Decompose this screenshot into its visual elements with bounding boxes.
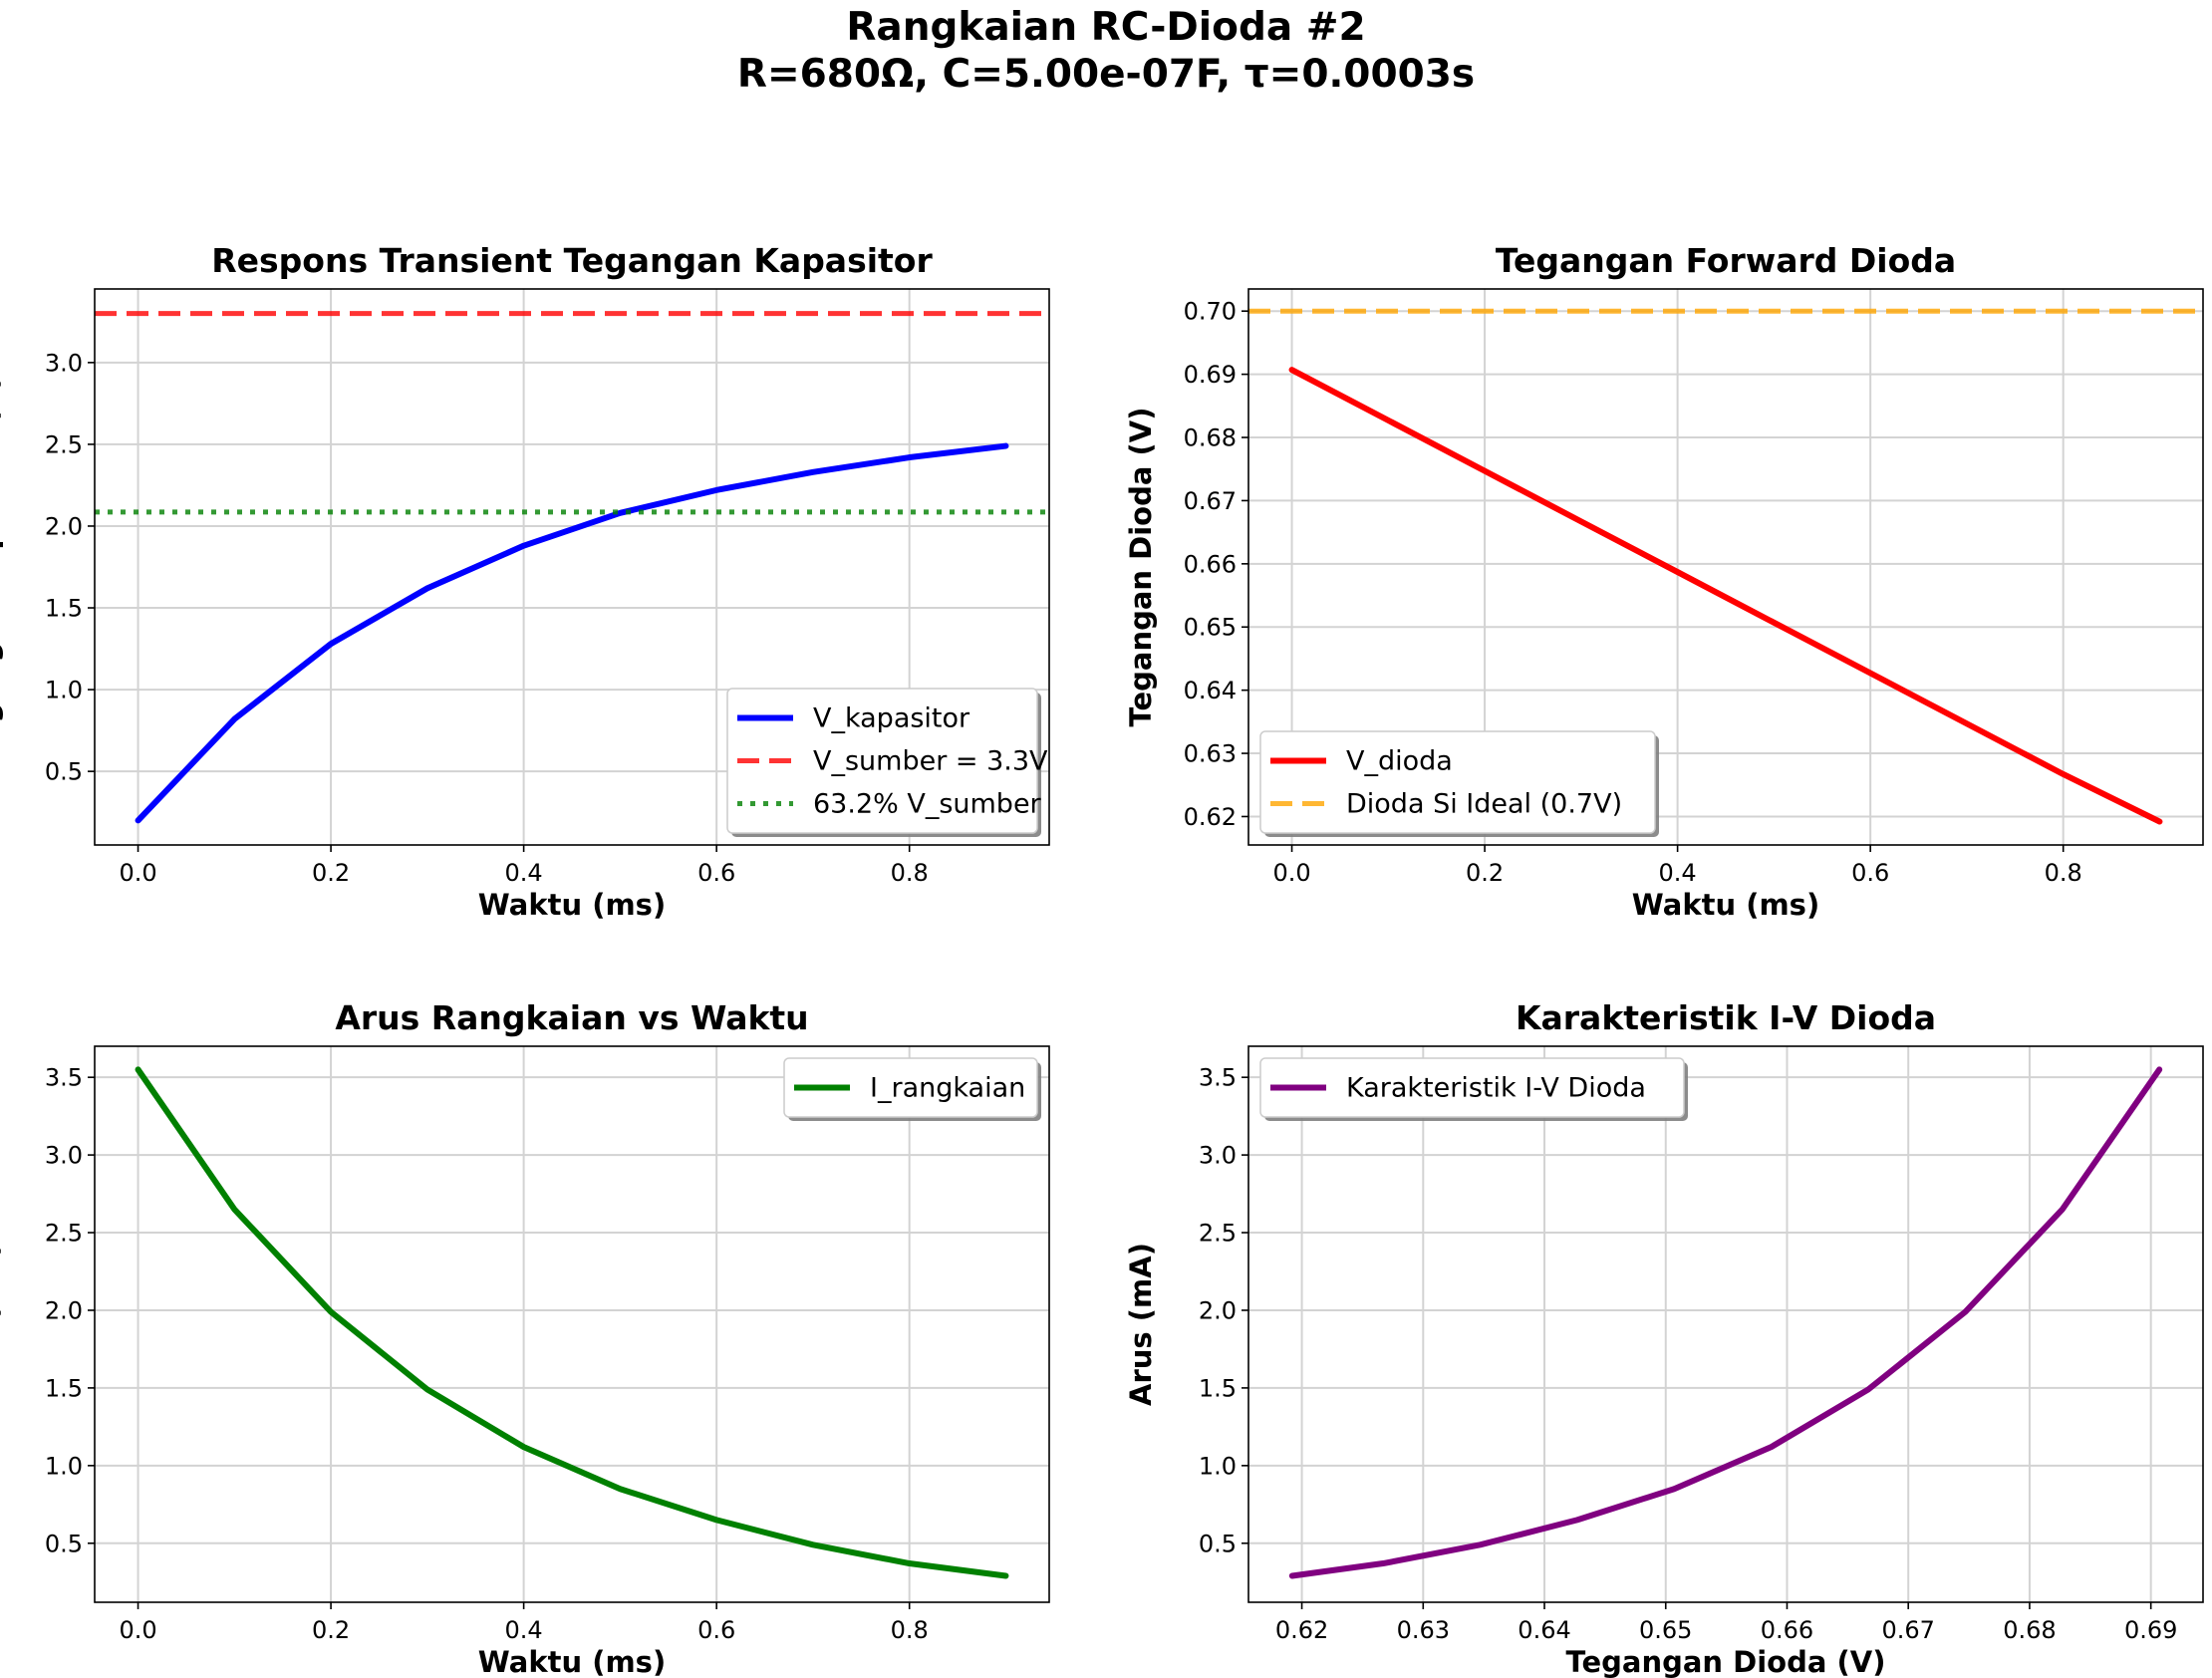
plot-area [135,1066,1009,1579]
y-tick-label: 2.0 [45,1296,83,1324]
legend-box [1259,730,1656,834]
legend-box [783,1057,1038,1118]
x-axis-label: Tegangan Dioda (V) [1566,1645,1886,1678]
y-tick-label: 1.0 [1199,1452,1237,1480]
x-tick-label: 0.67 [1881,1616,1934,1644]
figure-title: Rangkaian RC-Dioda #2 R=680Ω, C=5.00e-07… [0,4,2212,98]
x-tick-label: 0.0 [119,859,156,887]
x-tick-label: 0.4 [1659,859,1697,887]
legend: Karakteristik I-V Dioda [1259,1057,1688,1121]
x-tick-label: 0.66 [1761,1616,1813,1644]
chart-panel-4: 0.62 0.63 0.64 0.65 0.66 0.67 0.68 0.69 0.5 1.0 1.… [1124,998,2204,1678]
axes-frame [1247,1045,2204,1603]
x-tick-label: 0.6 [1851,859,1889,887]
x-tick-label: 0.8 [891,859,929,887]
x-tick-label: 0.62 [1275,1616,1328,1644]
x-tick-label: 0.68 [2003,1616,2056,1644]
y-axis-label: Arus (mA) [0,1243,4,1406]
legend-label: V_dioda [1346,746,1453,777]
legend-label: Dioda Si Ideal (0.7V) [1346,789,1622,820]
legend-label: Karakteristik I-V Dioda [1346,1073,1646,1104]
legend-box [726,688,1038,834]
chart-panel-2: 0.0 0.2 0.4 0.6 0.8 0.62 0.63 0.64 0.65 0.66 0.67 0… [1124,241,2204,922]
y-tick-label: 2.0 [1199,1296,1237,1324]
y-tick-label: 0.70 [1184,298,1237,326]
legend-label: I_rangkaian [870,1073,1025,1104]
y-tick-label: 1.0 [45,1452,83,1480]
chart-title: Respons Transient Tegangan Kapasitor [211,241,933,280]
y-tick-label: 3.0 [45,349,83,377]
x-tick-label: 0.6 [697,859,735,887]
y-tick-label: 0.68 [1184,424,1237,452]
y-tick-label: 0.67 [1184,487,1237,515]
y-tick-label: 2.5 [45,430,83,458]
series-line-1 [135,442,1009,824]
x-tick-label: 0.2 [312,859,350,887]
x-tick-label: 0.2 [1466,859,1504,887]
y-axis-label: Arus (mA) [1124,1243,1158,1406]
series-line-1 [1288,367,2163,825]
x-tick-label: 0.65 [1639,1616,1692,1644]
y-tick-label: 0.64 [1184,677,1237,704]
y-tick-label: 0.63 [1184,740,1237,768]
y-axis-label: Tegangan Kapasitor (V) [0,376,4,758]
x-axis-label: Waktu (ms) [478,1645,666,1678]
y-tick-label: 0.5 [45,1530,83,1557]
x-tick-label: 0.0 [1272,859,1310,887]
y-tick-label: 3.5 [1199,1064,1237,1092]
y-tick-label: 0.62 [1184,803,1237,831]
plot-area [95,311,1049,824]
y-tick-label: 1.5 [1199,1374,1237,1402]
legend-label: 63.2% V_sumber [813,789,1042,820]
x-tick-label: 0.2 [312,1616,350,1644]
plot-area [1288,1066,2163,1579]
x-tick-label: 0.4 [505,1616,543,1644]
x-axis-label: Waktu (ms) [1632,888,1819,922]
y-tick-label: 2.0 [45,512,83,540]
y-tick-label: 1.5 [45,1374,83,1402]
y-tick-label: 0.66 [1184,550,1237,578]
y-tick-label: 0.5 [45,758,83,786]
legend-label: V_sumber = 3.3V [813,746,1048,777]
chart-title: Tegangan Forward Dioda [1496,241,1956,280]
x-tick-label: 0.0 [119,1616,156,1644]
x-tick-label: 0.69 [2124,1616,2177,1644]
legend: I_rangkaian [783,1057,1041,1121]
series-line-1 [135,1066,1009,1579]
figure-title-line2: R=680Ω, C=5.00e-07F, τ=0.0003s [736,52,1476,97]
y-tick-label: 1.5 [45,595,83,623]
x-tick-label: 0.8 [2045,859,2082,887]
x-tick-label: 0.63 [1397,1616,1450,1644]
legend: V_kapasitor V_sumber = 3.3V 63.2% V_sumber [726,688,1048,837]
axes-frame [94,1045,1050,1603]
y-tick-label: 2.5 [1199,1220,1237,1248]
y-axis-label: Tegangan Dioda (V) [1124,408,1158,727]
x-tick-label: 0.4 [505,859,543,887]
figure-title-line1: Rangkaian RC-Dioda #2 [846,5,1366,50]
x-axis-label: Waktu (ms) [478,888,666,922]
chart-panel-1: 0.0 0.2 0.4 0.6 0.8 0.5 1.0 1.5 2.0 2.5 3.0 Respons… [0,241,1050,922]
legend-box [1259,1057,1685,1118]
y-tick-label: 3.5 [45,1064,83,1092]
chart-title: Karakteristik I-V Dioda [1516,998,1936,1037]
x-tick-label: 0.64 [1518,1616,1570,1644]
series-line-1 [1288,1066,2163,1579]
y-tick-label: 3.0 [1199,1142,1237,1170]
legend: V_dioda Dioda Si Ideal (0.7V) [1259,730,1659,837]
axes-frame [94,288,1050,846]
x-tick-label: 0.8 [891,1616,929,1644]
x-tick-label: 0.6 [697,1616,735,1644]
y-tick-label: 0.65 [1184,614,1237,642]
y-tick-label: 0.69 [1184,361,1237,389]
y-tick-label: 3.0 [45,1142,83,1170]
axes-frame [1247,288,2204,846]
chart-title: Arus Rangkaian vs Waktu [335,998,808,1037]
y-tick-label: 1.0 [45,677,83,704]
chart-panel-3: 0.0 0.2 0.4 0.6 0.8 0.5 1.0 1.5 2.0 2.5 3.0 3.5 Arus… [0,998,1050,1678]
legend-label: V_kapasitor [813,703,970,734]
plot-area [1248,308,2203,825]
y-tick-label: 0.5 [1199,1530,1237,1557]
y-tick-label: 2.5 [45,1220,83,1248]
